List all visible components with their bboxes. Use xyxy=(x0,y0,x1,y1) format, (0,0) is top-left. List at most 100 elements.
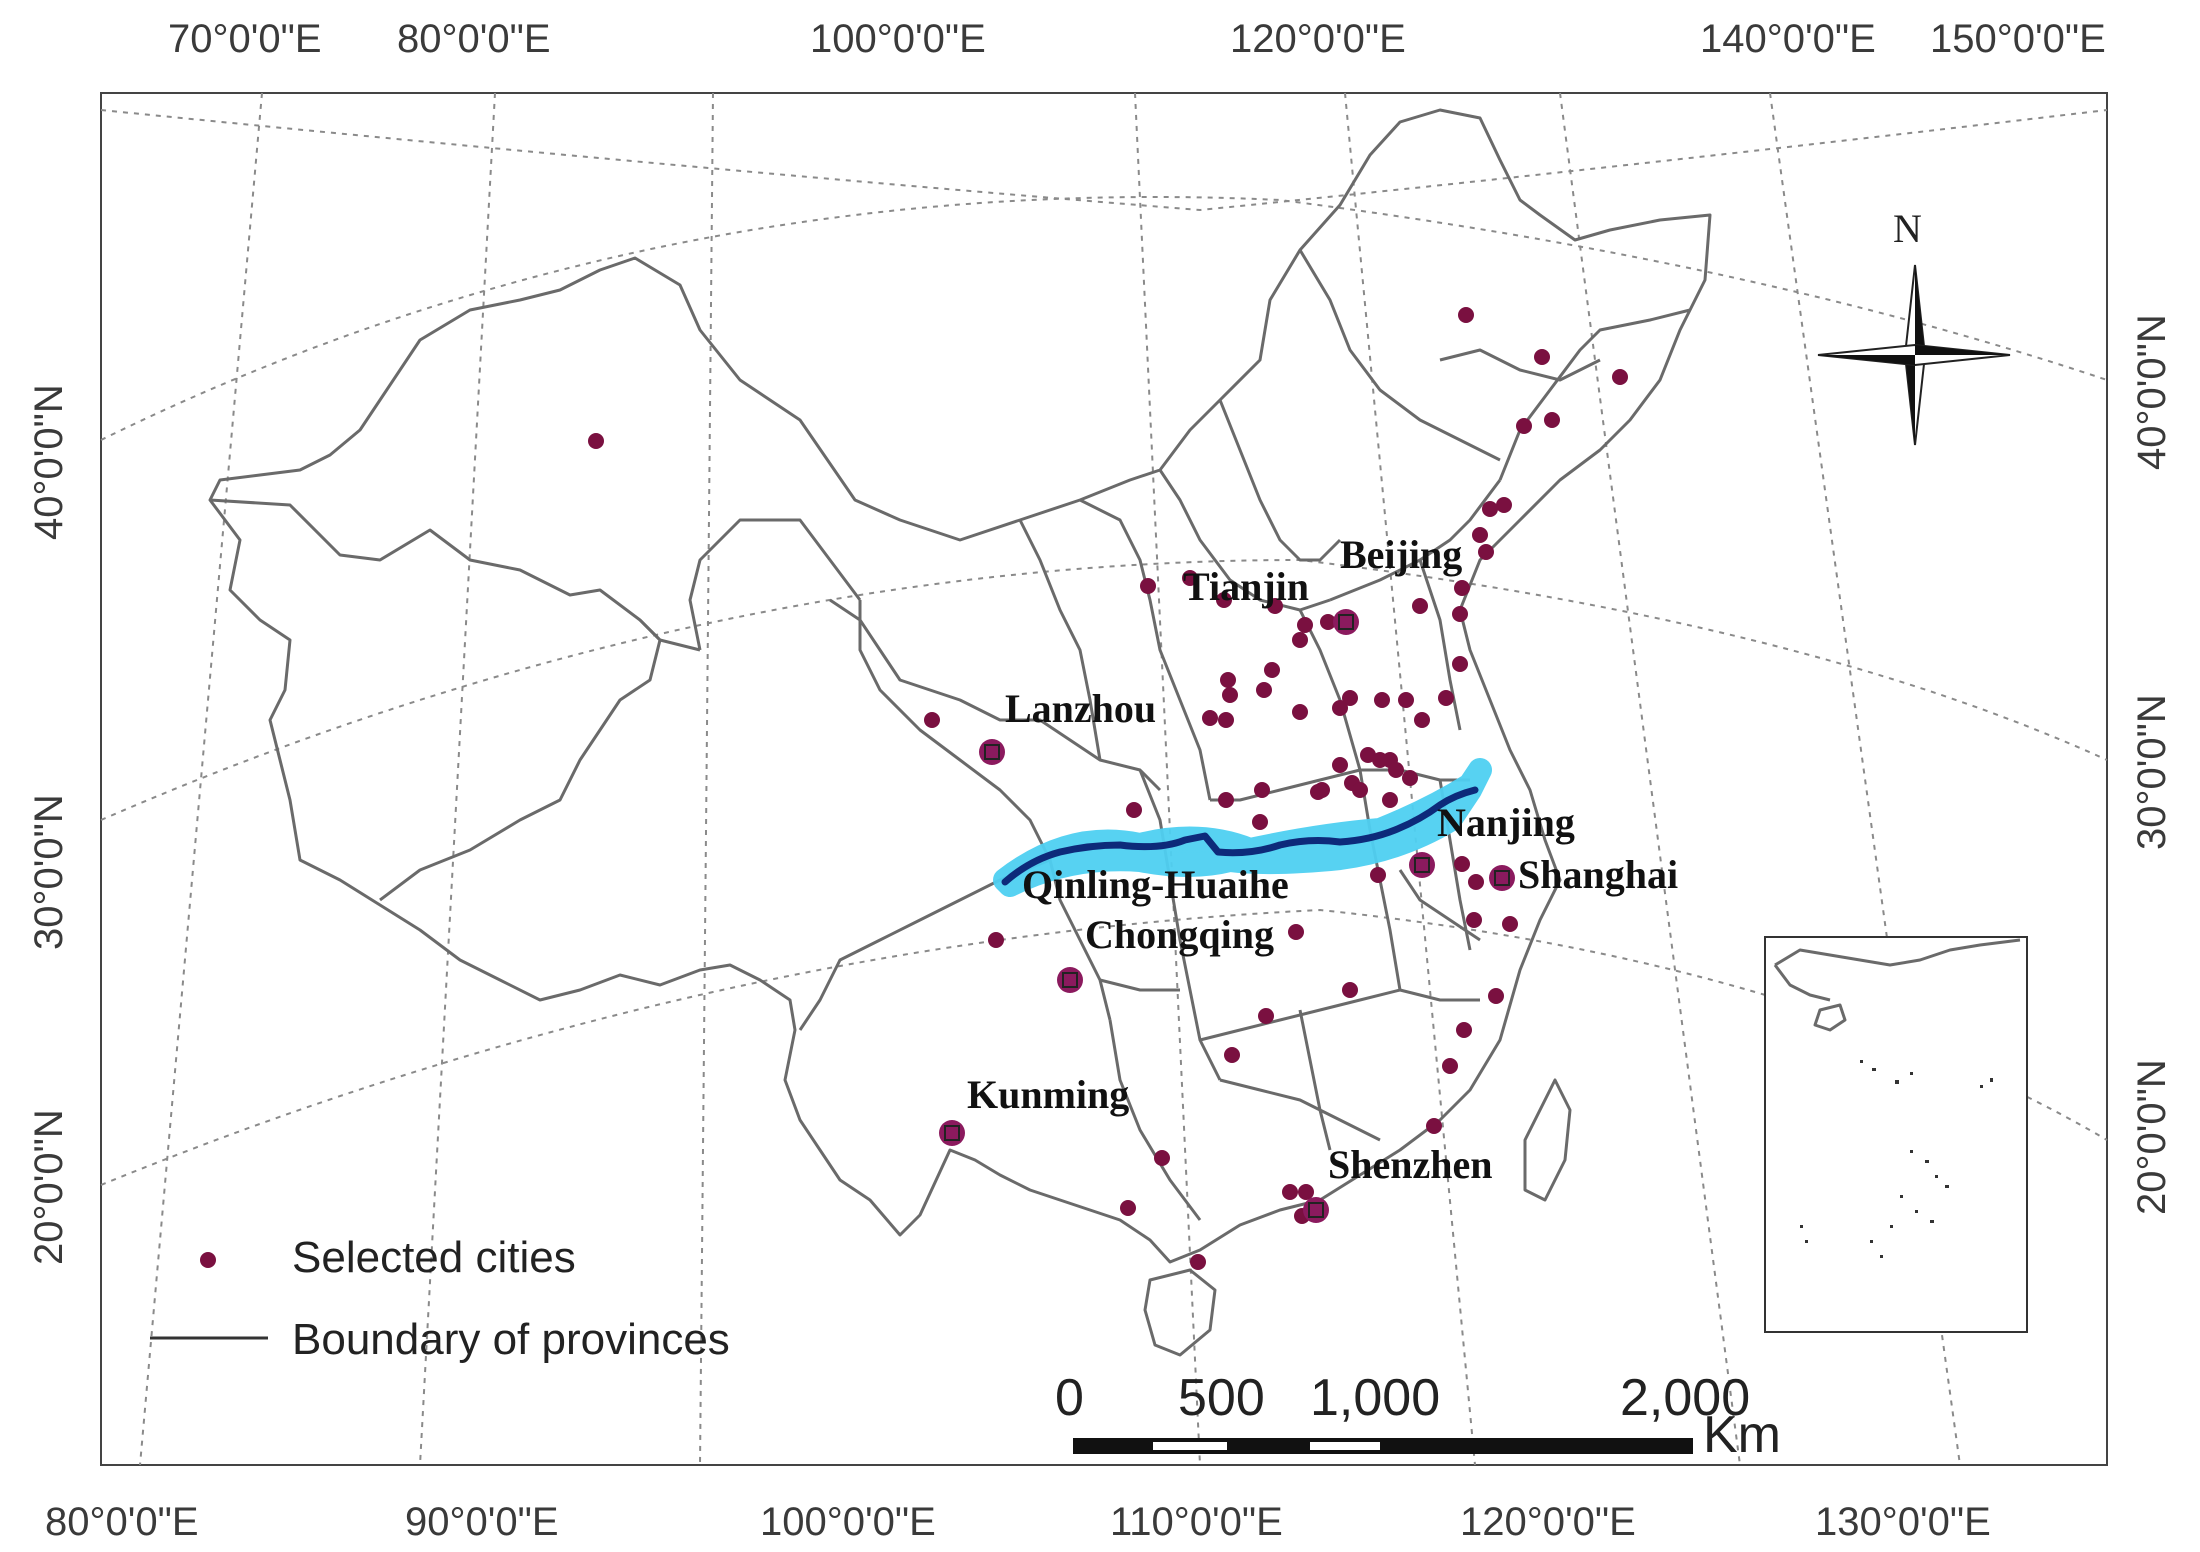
highlight-city-square xyxy=(944,1125,960,1141)
city-dot xyxy=(1298,1184,1314,1200)
city-dot xyxy=(1370,867,1386,883)
city-dot xyxy=(1332,757,1348,773)
legend: Selected cities Boundary of provinces xyxy=(150,1233,730,1364)
city-dot xyxy=(1292,632,1308,648)
city-dot xyxy=(1182,570,1198,586)
lat-label-right: 30°0'0"N xyxy=(2130,694,2174,850)
city-dot xyxy=(1342,982,1358,998)
scale-tick-label: 1,000 xyxy=(1310,1369,1440,1427)
right-latitude-labels: 40°0'0"N 30°0'0"N 20°0'0"N xyxy=(2130,314,2174,1215)
lon-label-bottom: 130°0'0"E xyxy=(1815,1500,1991,1544)
city-dot xyxy=(1264,662,1280,678)
city-dot xyxy=(1360,747,1376,763)
city-dot xyxy=(1544,412,1560,428)
city-dot xyxy=(1120,1200,1136,1216)
city-dot xyxy=(1352,782,1368,798)
city-dot xyxy=(1154,1150,1170,1166)
dividing-line-label: Qinling-Huaihe xyxy=(1022,862,1289,907)
city-dot xyxy=(1372,752,1388,768)
city-label-chongqing: Chongqing xyxy=(1085,912,1274,957)
lon-label-top: 80°0'0"E xyxy=(397,17,551,61)
highlight-city-marker xyxy=(1303,1197,1329,1223)
lon-label-top: 140°0'0"E xyxy=(1700,17,1876,61)
lon-label-bottom: 120°0'0"E xyxy=(1460,1500,1636,1544)
city-dot xyxy=(1218,712,1234,728)
city-dot xyxy=(1342,690,1358,706)
lon-label-bottom: 110°0'0"E xyxy=(1110,1500,1283,1544)
scale-tick-label: 2,000 xyxy=(1620,1369,1750,1427)
city-dot xyxy=(1224,1047,1240,1063)
selected-cities xyxy=(588,307,1628,1270)
taiwan-island xyxy=(1523,1078,1572,1202)
labeled-cities xyxy=(939,609,1515,1223)
city-dot xyxy=(588,433,604,449)
city-label-kunming: Kunming xyxy=(967,1072,1129,1117)
city-dot xyxy=(1126,802,1142,818)
city-dot xyxy=(1190,1254,1206,1270)
city-dot xyxy=(1468,874,1484,890)
city-dot xyxy=(1388,762,1404,778)
highlight-city-square xyxy=(984,744,1000,760)
city-dot xyxy=(1466,912,1482,928)
city-dot xyxy=(1472,527,1488,543)
city-dot xyxy=(1452,606,1468,622)
lat-label-right: 20°0'0"N xyxy=(2130,1059,2174,1215)
city-dot xyxy=(1502,916,1518,932)
city-dot xyxy=(1222,687,1238,703)
city-dot xyxy=(924,712,940,728)
city-dot xyxy=(1488,988,1504,1004)
city-dot xyxy=(1218,792,1234,808)
highlight-city-marker xyxy=(939,1120,965,1146)
highlight-city-marker xyxy=(1409,852,1435,878)
city-dot xyxy=(1496,497,1512,513)
lon-label-bottom: 90°0'0"E xyxy=(405,1500,559,1544)
city-dot xyxy=(988,932,1004,948)
city-dot xyxy=(1454,856,1470,872)
legend-city-dot-icon xyxy=(200,1252,216,1268)
city-dot xyxy=(1374,692,1390,708)
city-label-shanghai: Shanghai xyxy=(1518,852,1678,897)
city-dot xyxy=(1442,1058,1458,1074)
city-dot xyxy=(1402,770,1418,786)
city-dot xyxy=(1458,307,1474,323)
city-dot xyxy=(1452,656,1468,672)
city-dot xyxy=(1252,814,1268,830)
bottom-longitude-labels: 80°0'0"E 90°0'0"E 100°0'0"E 110°0'0"E 12… xyxy=(45,1500,1991,1544)
city-dot xyxy=(1297,617,1313,633)
highlight-city-square xyxy=(1494,870,1510,886)
highlight-city-marker xyxy=(1489,865,1515,891)
city-dot xyxy=(1516,418,1532,434)
city-dot xyxy=(1256,682,1272,698)
city-dot xyxy=(1282,1184,1298,1200)
city-dot xyxy=(1332,700,1348,716)
city-dot xyxy=(1216,592,1232,608)
city-label-shenzhen: Shenzhen xyxy=(1328,1142,1493,1187)
highlight-city-square xyxy=(1062,972,1078,988)
city-dot xyxy=(1478,544,1494,560)
city-dot xyxy=(1398,692,1414,708)
city-dot xyxy=(1220,672,1236,688)
inset-map xyxy=(1764,936,2028,1333)
city-dot xyxy=(1202,710,1218,726)
scale-bar: 0 500 1,000 2,000 Km xyxy=(1055,1369,1781,1464)
city-dot xyxy=(1426,1118,1442,1134)
lon-label-top: 70°0'0"E xyxy=(168,17,322,61)
city-dot xyxy=(1534,349,1550,365)
city-dot xyxy=(1267,598,1283,614)
city-label-tianjin: Tianjin xyxy=(1183,564,1309,609)
scale-tick-label: 0 xyxy=(1055,1369,1084,1427)
lon-label-bottom: 100°0'0"E xyxy=(760,1500,936,1544)
city-label-lanzhou: Lanzhou xyxy=(1005,686,1156,731)
city-dot xyxy=(1438,690,1454,706)
city-dot xyxy=(1454,580,1470,596)
highlight-city-square xyxy=(1308,1202,1324,1218)
scale-tick-label: 500 xyxy=(1178,1369,1265,1427)
top-longitude-labels: 70°0'0"E 80°0'0"E 100°0'0"E 120°0'0"E 14… xyxy=(168,17,2106,61)
hainan-island xyxy=(1143,1268,1217,1357)
lon-label-top: 150°0'0"E xyxy=(1930,17,2106,61)
china-outline xyxy=(208,108,1712,1264)
lon-label-top: 120°0'0"E xyxy=(1230,17,1406,61)
highlight-city-square xyxy=(1338,614,1354,630)
north-arrow: N xyxy=(1817,206,2011,446)
